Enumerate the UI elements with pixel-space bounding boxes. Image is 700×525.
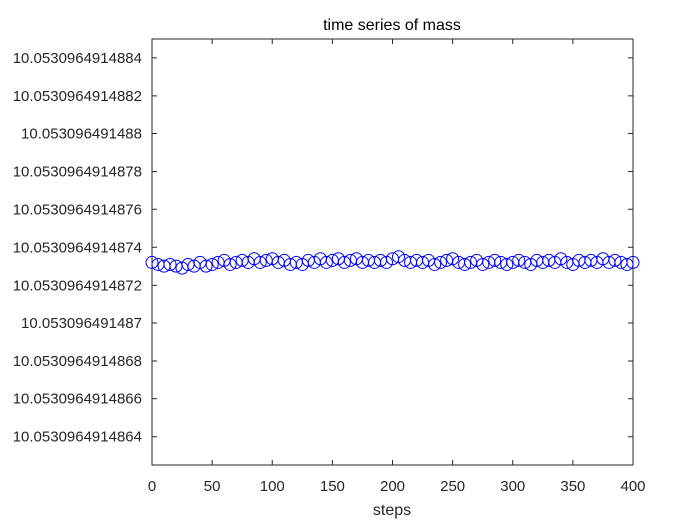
- data-point: [620, 257, 634, 271]
- y-tick-label: 10.0530964914874: [13, 239, 142, 256]
- y-tick-label: 10.0530964914876: [13, 201, 142, 218]
- y-tick-label: 10.0530964914878: [13, 164, 142, 181]
- data-point: [428, 257, 442, 271]
- data-point: [476, 257, 490, 271]
- y-tick-label: 10.053096491487: [21, 315, 142, 332]
- x-tick-label: 200: [380, 478, 405, 495]
- x-tick-label: 400: [620, 478, 645, 495]
- data-point: [488, 253, 502, 267]
- data-point: [205, 257, 219, 271]
- data-point: [608, 253, 622, 267]
- x-tick-label: 100: [260, 478, 285, 495]
- y-axis: 10.0530964914864 10.0530964914866 10.05309…: [13, 50, 633, 446]
- data-point: [163, 257, 177, 271]
- y-tick-label: 10.0530964914866: [13, 391, 142, 408]
- x-tick-label: 300: [500, 478, 525, 495]
- x-tick-label: 50: [204, 478, 221, 495]
- data-point: [253, 255, 267, 269]
- x-tick-label: 350: [560, 478, 585, 495]
- x-axis: 0 50 100 150 200 250 300 350 400: [148, 39, 646, 495]
- data-point: [319, 255, 333, 269]
- y-tick-label: 10.0530964914864: [13, 429, 142, 446]
- y-tick-label: 10.0530964914882: [13, 88, 142, 105]
- plot-area: [151, 38, 634, 466]
- data-point: [145, 255, 159, 269]
- data-point: [626, 255, 640, 269]
- y-tick-label: 10.053096491488: [21, 126, 142, 143]
- data-series: [145, 250, 640, 275]
- y-tick-label: 10.0530964914884: [13, 50, 142, 67]
- data-point: [500, 257, 514, 271]
- data-point: [199, 259, 213, 273]
- chart-title: time series of mass: [323, 17, 461, 34]
- x-tick-label: 0: [148, 478, 156, 495]
- data-point: [337, 255, 351, 269]
- x-axis-label: steps: [373, 502, 411, 519]
- y-tick-label: 10.0530964914868: [13, 353, 142, 370]
- y-tick-label: 10.0530964914872: [13, 277, 142, 294]
- x-tick-label: 250: [440, 478, 465, 495]
- data-point: [458, 257, 472, 271]
- data-point: [223, 257, 237, 271]
- data-point: [512, 253, 526, 267]
- data-point: [434, 255, 448, 269]
- x-tick-label: 150: [320, 478, 345, 495]
